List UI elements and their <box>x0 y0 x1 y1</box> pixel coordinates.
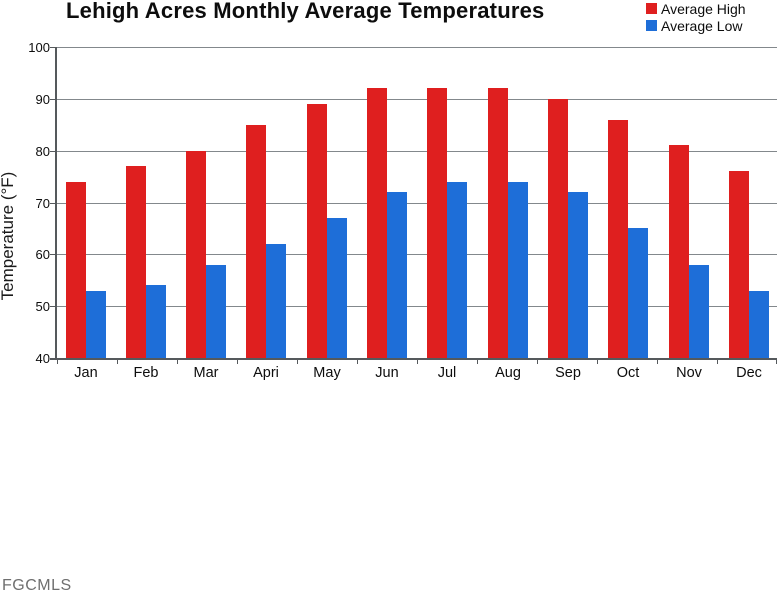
bar-average-high-feb <box>126 166 146 358</box>
bar-average-low-jun <box>387 192 407 358</box>
bar-average-high-apri <box>246 125 266 358</box>
bar-average-low-jan <box>86 291 106 358</box>
x-category-label: Nov <box>676 365 702 381</box>
bar-average-low-sep <box>568 192 588 358</box>
x-category-label: Jul <box>437 365 457 381</box>
x-category-label: Jun <box>375 365 399 381</box>
x-tick <box>57 359 58 364</box>
bar-average-high-jun <box>367 88 387 358</box>
bar-average-low-feb <box>146 285 166 358</box>
gridline <box>57 306 777 307</box>
bar-average-low-may <box>327 218 347 358</box>
y-tick <box>50 254 55 255</box>
legend-item-average-low: Average Low <box>646 17 746 34</box>
bar-average-high-nov <box>669 145 689 358</box>
x-tick <box>177 359 178 364</box>
y-tick-label: 40 <box>35 351 50 366</box>
bar-average-high-jul <box>427 88 447 358</box>
y-axis-line <box>55 47 57 358</box>
y-tick-label: 70 <box>35 196 50 211</box>
x-tick <box>417 359 418 364</box>
x-category-label: Mar <box>193 365 219 381</box>
y-tick <box>50 306 55 307</box>
legend: Average High Average Low <box>646 0 746 34</box>
x-tick <box>597 359 598 364</box>
bar-average-high-sep <box>548 99 568 358</box>
y-tick-label: 80 <box>35 144 50 159</box>
bar-average-high-dec <box>729 171 749 358</box>
bar-average-high-oct <box>608 120 628 358</box>
bar-average-low-mar <box>206 265 226 358</box>
gridline <box>57 99 777 100</box>
bar-average-high-aug <box>488 88 508 358</box>
legend-swatch-high-icon <box>646 3 657 14</box>
legend-label-average-low: Average Low <box>661 17 743 34</box>
x-tick <box>117 359 118 364</box>
x-category-label: Aug <box>495 365 521 381</box>
x-axis-line <box>50 358 777 360</box>
watermark: FGCMLS <box>2 577 72 594</box>
legend-item-average-high: Average High <box>646 0 746 17</box>
gridline <box>57 47 777 48</box>
y-tick-label: 60 <box>35 247 50 262</box>
bar-average-low-apri <box>266 244 286 358</box>
y-tick <box>50 151 55 152</box>
legend-label-average-high: Average High <box>661 0 746 17</box>
x-tick <box>357 359 358 364</box>
x-category-label: Feb <box>133 365 159 381</box>
gridline <box>57 254 777 255</box>
gridline <box>57 151 777 152</box>
bar-average-low-aug <box>508 182 528 358</box>
bar-average-high-mar <box>186 151 206 358</box>
y-tick <box>50 99 55 100</box>
chart-title: Lehigh Acres Monthly Average Temperature… <box>66 0 545 23</box>
x-category-label: Jan <box>74 365 98 381</box>
x-category-label: Dec <box>736 365 762 381</box>
x-category-label: Sep <box>555 365 581 381</box>
y-tick <box>50 203 55 204</box>
y-tick-label: 50 <box>35 299 50 314</box>
x-tick <box>657 359 658 364</box>
bar-average-high-jan <box>66 182 86 358</box>
y-tick-label: 90 <box>35 92 50 107</box>
x-tick <box>297 359 298 364</box>
bar-average-high-may <box>307 104 327 358</box>
y-tick <box>50 47 55 48</box>
bar-average-low-dec <box>749 291 769 358</box>
x-category-label: Apri <box>253 365 279 381</box>
bar-average-low-oct <box>628 228 648 358</box>
x-tick <box>717 359 718 364</box>
x-tick <box>237 359 238 364</box>
y-tick-label: 100 <box>28 40 50 55</box>
bar-average-low-nov <box>689 265 709 358</box>
legend-swatch-low-icon <box>646 20 657 31</box>
x-category-label: May <box>313 365 341 381</box>
x-tick <box>537 359 538 364</box>
x-category-label: Oct <box>616 365 640 381</box>
bar-average-low-jul <box>447 182 467 358</box>
gridline <box>57 203 777 204</box>
x-tick <box>477 359 478 364</box>
